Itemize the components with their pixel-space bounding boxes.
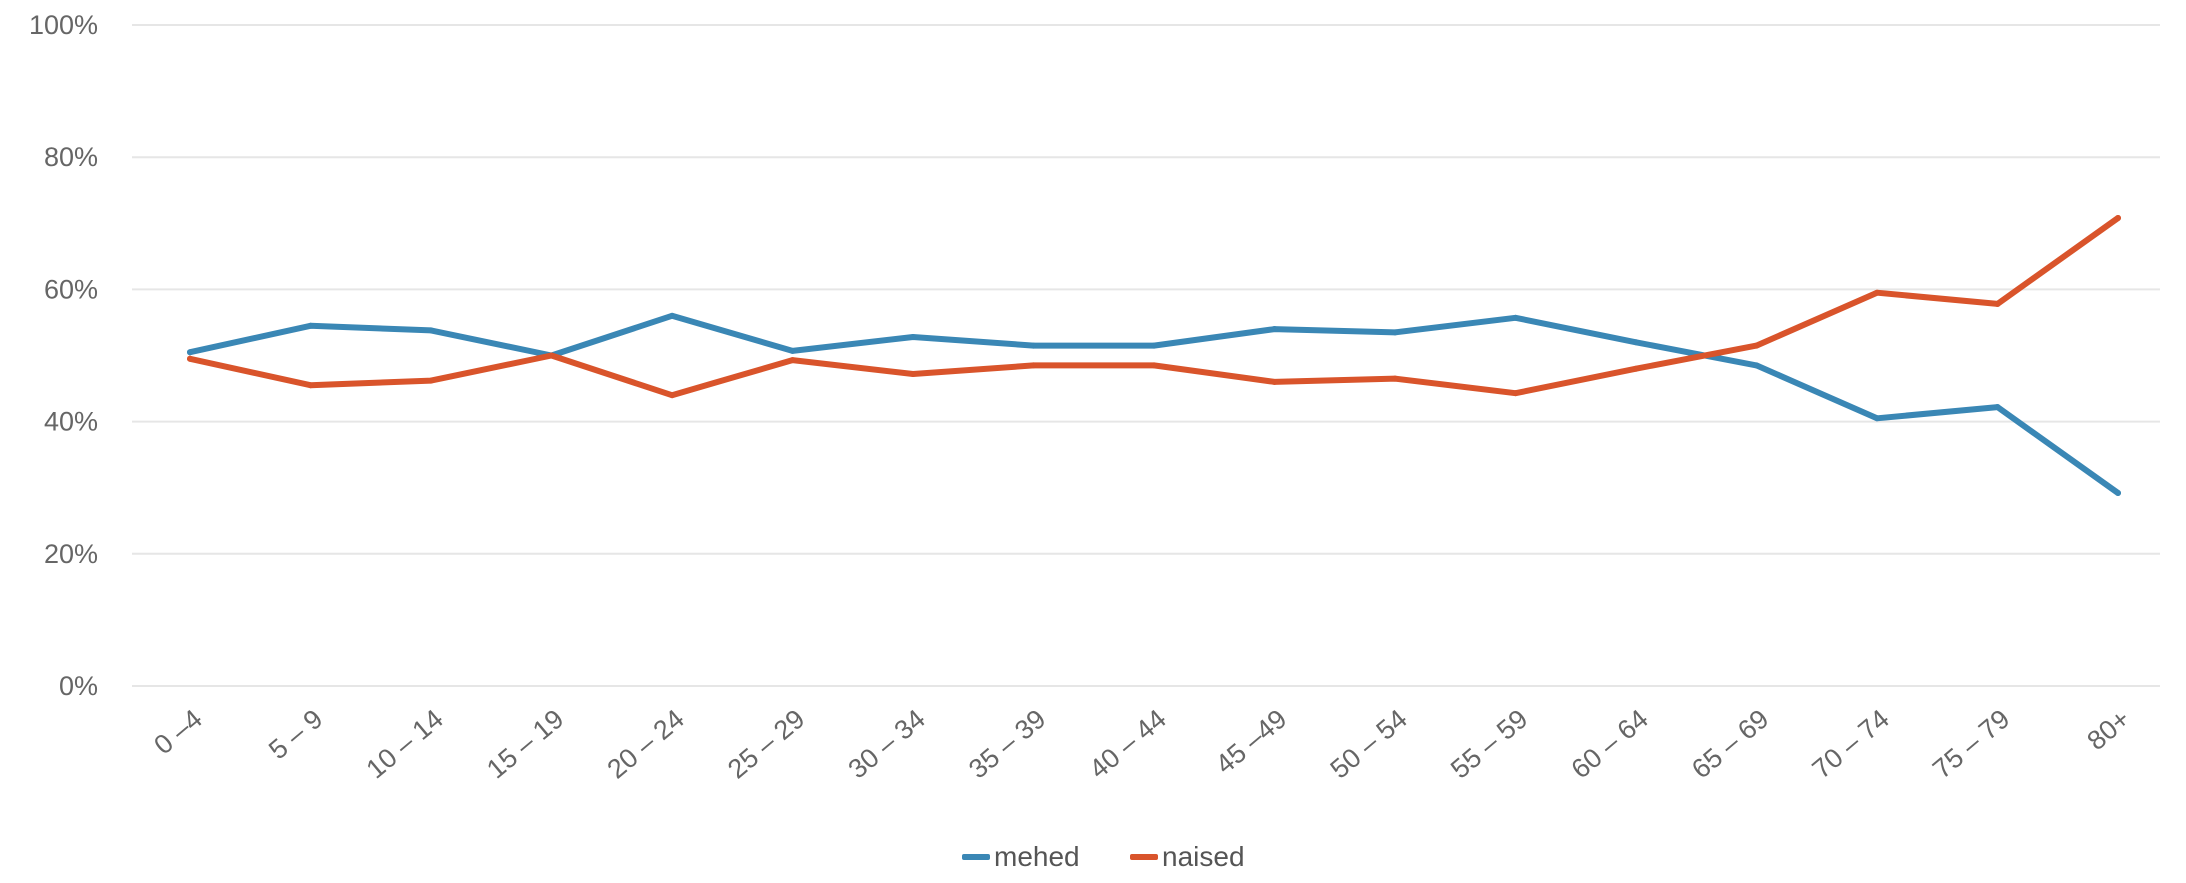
data-point-mehed xyxy=(669,312,675,319)
x-tick-label: 15 – 19 xyxy=(481,704,569,785)
data-point-mehed xyxy=(789,347,796,354)
legend-label-mehed: mehed xyxy=(994,841,1080,872)
legend-swatch-naised xyxy=(1130,854,1158,860)
data-point-mehed xyxy=(1030,342,1037,349)
data-point-naised xyxy=(1633,365,1639,372)
series-line-mehed xyxy=(187,312,2121,496)
x-tick-label: 40 – 44 xyxy=(1084,704,1172,785)
x-tick-label: 80+ xyxy=(2081,704,2135,756)
data-point-mehed xyxy=(1753,362,1760,369)
data-point-naised xyxy=(1151,362,1157,369)
x-tick-label: 75 – 79 xyxy=(1927,704,2015,785)
data-point-mehed xyxy=(1271,326,1278,333)
data-point-mehed xyxy=(1633,339,1639,346)
data-point-mehed xyxy=(2115,489,2121,496)
x-tick-label: 60 – 64 xyxy=(1566,704,1654,785)
data-point-naised xyxy=(1874,289,1880,296)
data-point-naised xyxy=(910,371,916,378)
x-tick-label: 70 – 74 xyxy=(1807,704,1895,785)
data-point-naised xyxy=(1753,342,1760,349)
x-axis-ticks: 0 –4 5 – 9 10 – 14 15 – 19 20 – 24 25 – 29 30 … xyxy=(148,704,2136,785)
data-point-naised xyxy=(428,377,434,384)
legend-label-naised: naised xyxy=(1162,841,1245,872)
series-line-naised xyxy=(187,215,2121,399)
data-point-naised xyxy=(187,355,193,362)
y-tick-label: 80% xyxy=(44,142,98,172)
x-tick-label: 10 – 14 xyxy=(361,704,449,785)
series-lines xyxy=(187,215,2121,496)
x-tick-label: 35 – 39 xyxy=(963,704,1051,785)
data-point-mehed xyxy=(307,322,314,329)
data-point-naised xyxy=(1512,390,1519,397)
data-point-naised xyxy=(1994,300,2001,307)
y-tick-label: 20% xyxy=(44,539,98,569)
data-point-naised xyxy=(669,392,675,399)
x-tick-label: 65 – 69 xyxy=(1686,704,1774,785)
x-tick-label: 0 –4 xyxy=(148,704,208,761)
data-point-mehed xyxy=(428,327,434,334)
x-tick-label: 5 – 9 xyxy=(263,704,328,766)
x-tick-label: 30 – 34 xyxy=(843,704,931,785)
grid-lines xyxy=(132,24,2160,687)
data-point-mehed xyxy=(1994,404,2001,411)
y-tick-label: 0% xyxy=(59,671,98,701)
data-point-mehed xyxy=(1392,329,1398,336)
data-point-mehed xyxy=(910,333,916,340)
data-point-mehed xyxy=(187,349,193,356)
legend-swatch-mehed xyxy=(962,854,990,860)
x-tick-label: 25 – 29 xyxy=(722,704,810,785)
legend: mehed naised xyxy=(962,841,1245,872)
data-point-mehed xyxy=(1151,342,1157,349)
data-point-naised xyxy=(789,357,796,364)
data-point-naised xyxy=(548,352,555,359)
data-point-naised xyxy=(2115,215,2121,222)
y-tick-label: 60% xyxy=(44,274,98,304)
y-tick-label: 100% xyxy=(29,10,98,40)
data-point-naised xyxy=(1030,362,1037,369)
data-point-naised xyxy=(1271,378,1278,385)
y-axis-ticks: 0% 20% 40% 60% 80% 100% xyxy=(29,10,98,701)
data-point-mehed xyxy=(1512,314,1519,321)
x-tick-label: 20 – 24 xyxy=(602,704,690,785)
data-point-naised xyxy=(1392,375,1398,382)
y-tick-label: 40% xyxy=(44,407,98,437)
data-point-naised xyxy=(307,382,314,389)
x-tick-label: 50 – 54 xyxy=(1325,704,1413,785)
data-point-mehed xyxy=(1874,415,1880,422)
x-tick-label: 45 –49 xyxy=(1210,704,1293,780)
x-tick-label: 55 – 59 xyxy=(1445,704,1533,785)
